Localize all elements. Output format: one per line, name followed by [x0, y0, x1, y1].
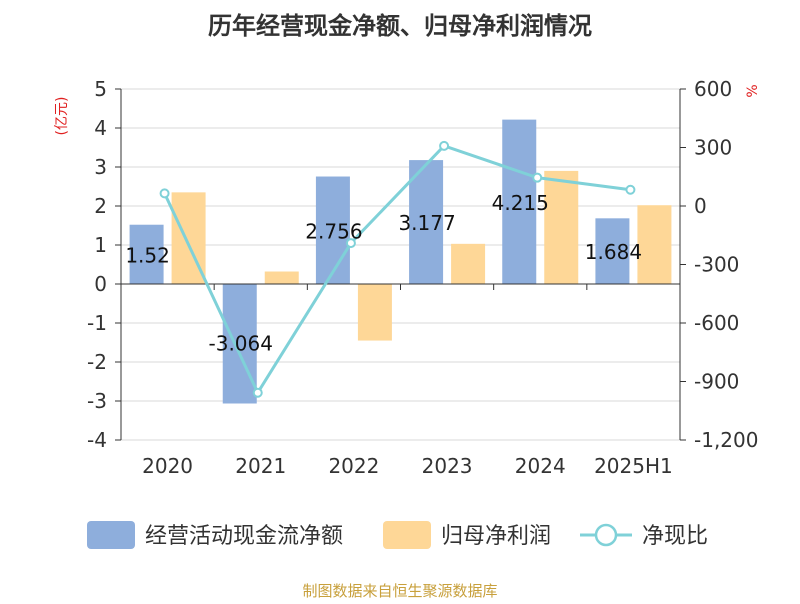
y-left-tick-label: 1 [94, 233, 107, 257]
y-right-tick-label: 0 [694, 194, 707, 218]
right-axis-unit: % [745, 84, 761, 97]
x-tick-label: 2024 [515, 454, 566, 478]
net-profit-bar [544, 170, 579, 284]
ratio-point [625, 184, 636, 195]
legend-label-net-profit: 归母净利润 [441, 524, 551, 549]
y-right-tick-label: -600 [694, 311, 739, 335]
y-left-tick-label: -1 [87, 311, 107, 335]
y-left-tick-label: 2 [94, 194, 107, 218]
legend-label-ratio: 净现比 [642, 524, 708, 549]
cash-flow-data-label: 4.215 [492, 191, 549, 215]
y-right-tick-label: -900 [694, 370, 739, 394]
y-left-tick-label: -4 [87, 428, 107, 452]
legend-swatch-cash-flow [87, 521, 135, 549]
ratio-point [345, 238, 356, 249]
legend-swatch-ratio-marker [594, 523, 618, 547]
ratio-point [159, 188, 170, 199]
ratio-point [532, 172, 543, 183]
bars [129, 119, 672, 404]
cash-flow-bar [595, 218, 630, 284]
source-note: 制图数据来自恒生聚源数据库 [302, 582, 497, 600]
legend[interactable]: 经营活动现金流净额 归母净利润 净现比 [87, 521, 708, 549]
y-right-tick-label: -1,200 [694, 428, 758, 452]
y-right-tick-label: 300 [694, 136, 732, 160]
x-tick-label: 2020 [142, 454, 193, 478]
ratio-line [163, 144, 631, 396]
x-tick-label: 2023 [422, 454, 473, 478]
y-left-tick-label: 3 [94, 155, 107, 179]
left-axis-unit: (亿元) [54, 97, 70, 136]
cash-flow-data-label: 1.52 [125, 243, 170, 267]
ratio-line-layer [159, 140, 636, 398]
axes: 5 4 3 2 1 0 -1 -2 -3 -4 600 300 0 -300 -600 -900 -1,200 2… [87, 77, 758, 478]
ratio-point [252, 387, 263, 398]
x-tick-label: 2021 [235, 454, 286, 478]
ratio-point [439, 140, 450, 151]
cash-flow-bar [129, 224, 164, 284]
y-left-tick-label: 4 [94, 116, 107, 140]
y-left-tick-label: 5 [94, 77, 107, 101]
net-profit-bar [637, 205, 672, 284]
cash-flow-data-label: 3.177 [398, 211, 455, 235]
legend-swatch-net-profit [383, 521, 431, 549]
y-right-tick-label: -300 [694, 253, 739, 277]
legend-item-cash-flow[interactable]: 经营活动现金流净额 [87, 521, 343, 549]
cash-flow-data-label: 1.684 [585, 240, 642, 264]
net-profit-bar [451, 243, 486, 284]
legend-item-net-profit[interactable]: 归母净利润 [383, 521, 551, 549]
x-tick-label: 2022 [328, 454, 379, 478]
cash-flow-bar [315, 176, 350, 284]
y-left-tick-label: 0 [94, 272, 107, 296]
net-profit-bar [357, 284, 392, 341]
cash-flow-bar [222, 284, 257, 404]
cash-flow-data-label: 2.756 [305, 219, 362, 243]
legend-item-ratio[interactable]: 净现比 [580, 523, 708, 549]
cash-flow-bar [409, 160, 444, 284]
net-profit-bar [264, 271, 299, 284]
chart-title: 历年经营现金净额、归母净利润情况 [208, 12, 592, 40]
y-left-tick-label: -2 [87, 350, 107, 374]
x-tick-label: 2025H1 [594, 454, 673, 478]
cash-flow-data-label: -3.064 [209, 332, 273, 356]
y-right-tick-label: 600 [694, 77, 732, 101]
data-labels: 1.52 -3.064 2.756 3.177 4.215 1.684 [125, 191, 642, 356]
legend-label-cash-flow: 经营活动现金流净额 [145, 524, 343, 549]
y-left-tick-label: -3 [87, 389, 107, 413]
cash-flow-bar [502, 119, 537, 285]
